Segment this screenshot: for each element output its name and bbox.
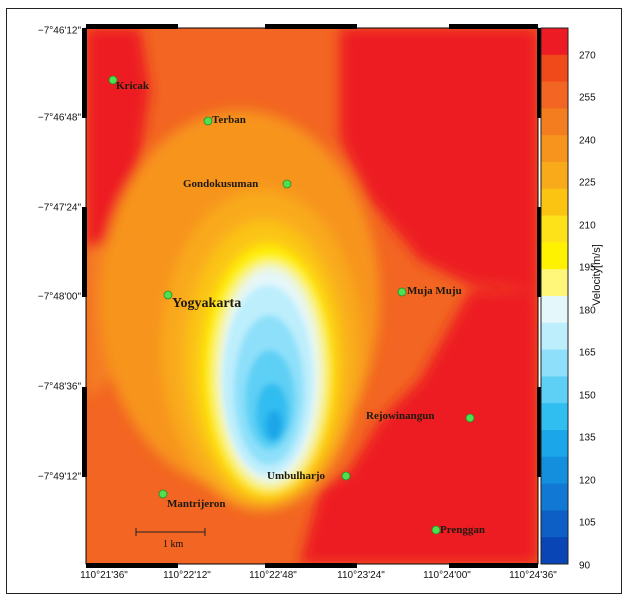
place-label-rejowinangun: Rejowinangun: [366, 410, 435, 422]
place-label-terban: Terban: [212, 114, 246, 126]
colorbar-tick-label: 90: [579, 560, 591, 572]
x-tick-label: 110°22'48": [249, 570, 297, 581]
colorbar-tick-label: 270: [579, 50, 596, 62]
place-marker: [397, 287, 407, 297]
colorbar-swatch: [541, 162, 568, 190]
colorbar-swatch: [541, 54, 568, 83]
colorbar-tick-label: 105: [579, 517, 596, 529]
x-tick-label: 110°21'36": [80, 570, 128, 581]
colorbar-border: [540, 27, 569, 565]
colorbar-tick-label: 180: [579, 305, 596, 317]
colorbar-tick-label: 240: [579, 135, 596, 147]
place-label-mantrijeron: Mantrijeron: [167, 498, 226, 510]
x-tick-label: 110°24'00": [423, 570, 471, 581]
colorbar-tick-label: 225: [579, 177, 596, 189]
scale-bar: [135, 528, 206, 536]
colorbar-swatch: [541, 349, 568, 377]
colorbar-swatch: [541, 537, 568, 565]
y-tick-label: −7°47'24": [37, 202, 81, 214]
colorbar-swatch: [541, 81, 568, 109]
colorbar-swatch: [541, 376, 568, 404]
y-tick-label: −7°48'00": [37, 291, 81, 303]
place-label-gondokusuman: Gondokusuman: [183, 178, 259, 190]
place-marker: [203, 116, 213, 126]
place-label-umbulharjo: Umbulharjo: [267, 470, 326, 482]
colorbar-swatch: [541, 135, 568, 163]
colorbar-swatch: [541, 456, 568, 485]
colorbar-swatch: [541, 430, 568, 458]
colorbar-swatch: [541, 269, 568, 297]
colorbar-tick-label: 150: [579, 390, 596, 402]
colorbar-tick-label: 165: [579, 347, 596, 359]
place-label-muja-muju: Muja Muju: [407, 285, 462, 297]
colorbar-swatch: [541, 242, 568, 270]
colorbar-title: Velocity[m/s]: [591, 244, 603, 306]
colorbar-swatch: [541, 483, 568, 511]
colorbar-swatch: [541, 28, 568, 56]
x-tick-label: 110°23'24": [337, 570, 385, 581]
x-tick-label: 110°22'12": [163, 570, 211, 581]
place-marker: [431, 525, 441, 535]
colorbar-swatch: [541, 322, 568, 351]
colorbar: [541, 28, 568, 565]
place-marker: [163, 290, 173, 300]
colorbar-swatch: [541, 296, 568, 324]
colorbar-tick-label: 255: [579, 92, 596, 104]
colorbar-swatch: [541, 188, 568, 217]
colorbar-tick-label: 120: [579, 475, 596, 487]
colorbar-swatch: [541, 403, 568, 431]
colorbar-tick-label: 135: [579, 432, 596, 444]
colorbar-tick-label: 210: [579, 220, 596, 232]
colorbar-swatch: [541, 108, 568, 136]
place-marker: [465, 413, 475, 423]
colorbar-tick-label: 195: [579, 262, 596, 274]
y-tick-label: −7°48'36": [37, 381, 81, 393]
place-label-kricak: Kricak: [116, 80, 149, 92]
colorbar-swatch: [541, 510, 568, 538]
x-tick-label: 110°24'36": [509, 570, 557, 581]
place-marker: [108, 75, 118, 85]
place-marker: [282, 179, 292, 189]
place-label-prenggan: Prenggan: [440, 524, 486, 536]
y-tick-label: −7°49'12": [37, 471, 81, 483]
place-marker: [341, 471, 351, 481]
scale-bar-label: 1 km: [163, 539, 184, 550]
place-markers: [108, 75, 475, 535]
place-marker: [158, 489, 168, 499]
colorbar-swatch: [541, 215, 568, 243]
y-tick-label: −7°46'12": [37, 25, 81, 37]
map-neatline: [82, 24, 542, 568]
place-label-yogyakarta: Yogyakarta: [172, 296, 242, 311]
y-tick-label: −7°46'48": [37, 112, 81, 124]
